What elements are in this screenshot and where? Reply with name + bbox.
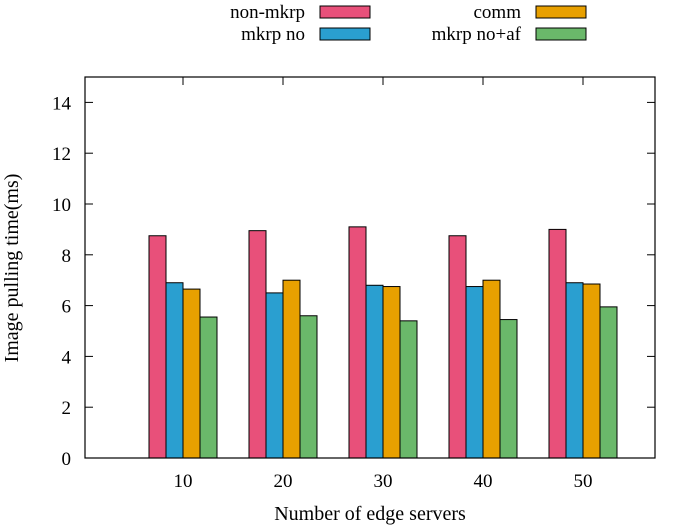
bar-mkrp-no-af-20 — [299, 315, 318, 459]
bar-mkrp-no-af-50 — [599, 306, 618, 459]
legend-swatch-comm — [535, 5, 587, 19]
legend-label: non-mkrp — [230, 2, 305, 23]
legend-swatch-mkrp-no — [319, 27, 371, 41]
bar-mkrp-no-50 — [565, 282, 584, 459]
x-axis-label: Number of edge servers — [274, 503, 466, 525]
bar-mkrp-no-af-10 — [199, 316, 218, 459]
bar-non-mkrp-30 — [348, 226, 367, 459]
x-tick-label: 10 — [174, 471, 193, 492]
x-tick-label: 20 — [274, 471, 293, 492]
y-axis-ticks: 0 2 4 6 8 10 12 14 — [52, 93, 655, 470]
y-tick-label: 12 — [52, 144, 71, 165]
bars — [148, 226, 618, 459]
bar-comm-40 — [482, 279, 501, 459]
y-tick-label: 2 — [62, 398, 72, 419]
legend-label: comm — [474, 2, 522, 23]
legend-label: mkrp no+af — [432, 24, 522, 45]
bar-comm-10 — [182, 288, 201, 459]
legend-swatch-mkrp-no-af — [535, 27, 587, 41]
bar-non-mkrp-10 — [148, 235, 167, 459]
legend-swatch-non-mkrp — [319, 5, 371, 19]
plot-frame — [84, 76, 656, 459]
y-tick-label: 4 — [62, 347, 72, 368]
legend-label: mkrp no — [241, 24, 305, 45]
y-axis-label: Image pulling time(ms) — [1, 174, 23, 363]
bar-mkrp-no-40 — [465, 286, 484, 459]
bar-comm-30 — [382, 286, 401, 459]
bar-mkrp-no-30 — [365, 284, 384, 459]
x-tick-label: 30 — [374, 471, 393, 492]
x-tick-label: 50 — [574, 471, 593, 492]
y-tick-label: 14 — [52, 93, 72, 114]
bar-mkrp-no-af-40 — [499, 319, 518, 459]
y-tick-label: 6 — [62, 297, 72, 318]
bar-comm-50 — [582, 283, 601, 459]
bar-mkrp-no-af-30 — [399, 320, 418, 459]
y-tick-label: 10 — [52, 195, 71, 216]
bar-non-mkrp-40 — [448, 235, 467, 459]
bar-comm-20 — [282, 279, 301, 459]
bar-mkrp-no-20 — [265, 292, 284, 459]
bar-mkrp-no-10 — [165, 282, 184, 459]
bar-non-mkrp-50 — [548, 228, 567, 459]
y-tick-label: 8 — [62, 246, 72, 267]
x-tick-label: 40 — [474, 471, 493, 492]
y-tick-label: 0 — [62, 449, 72, 470]
bar-non-mkrp-20 — [248, 230, 267, 459]
x-axis-ticks: 10 20 30 40 50 — [174, 77, 593, 492]
